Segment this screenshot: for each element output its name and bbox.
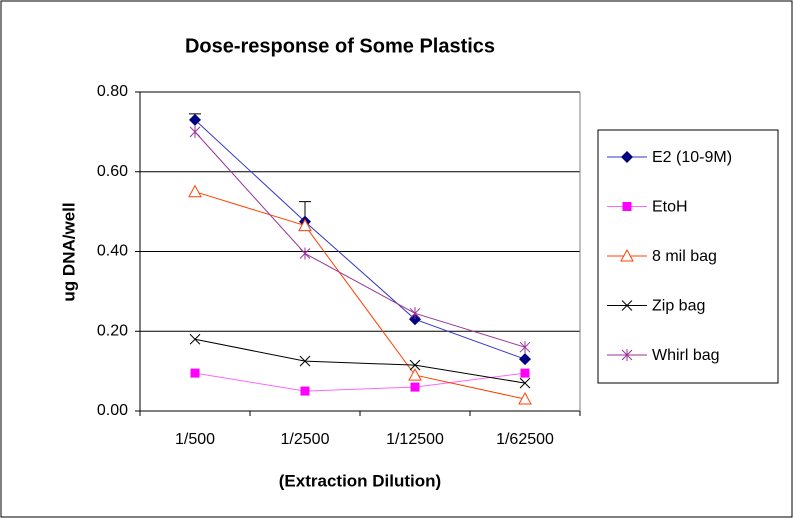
y-tick-label: 0.20: [97, 322, 128, 339]
x-tick-label: 1/2500: [281, 431, 330, 448]
y-tick-label: 0.40: [97, 243, 128, 260]
marker: [300, 386, 310, 396]
x-tick-label: 1/500: [175, 431, 215, 448]
y-tick-label: 0.60: [97, 163, 128, 180]
marker: [190, 368, 200, 378]
marker: [298, 218, 312, 232]
series-line: [194, 372, 526, 392]
marker: [518, 391, 532, 405]
marker: [409, 359, 421, 371]
marker: [299, 355, 311, 367]
marker: [189, 125, 201, 138]
y-axis-title: ug DNA/well: [59, 202, 78, 301]
marker: [621, 300, 633, 311]
legend-label: Whirl bag: [652, 347, 720, 364]
marker: [620, 248, 634, 262]
legend-label: E2 (10-9M): [652, 149, 732, 166]
legend-label: Zip bag: [652, 298, 705, 315]
x-axis-title: (Extraction Dilution): [279, 471, 441, 490]
x-tick-label: 1/12500: [386, 431, 444, 448]
legend-label: 8 mil bag: [652, 248, 717, 265]
series-line: [194, 191, 526, 400]
marker: [519, 353, 531, 366]
y-tick-label: 0.80: [97, 83, 128, 100]
marker: [188, 184, 202, 198]
legend-label: EtoH: [652, 199, 688, 216]
x-tick-label: 1/62500: [496, 431, 554, 448]
marker: [622, 202, 632, 211]
chart-title: Dose-response of Some Plastics: [185, 35, 495, 57]
series-line: [194, 131, 526, 348]
marker: [189, 113, 201, 126]
marker: [189, 333, 201, 345]
marker: [410, 382, 420, 392]
marker: [621, 151, 633, 163]
series-line: [194, 338, 526, 384]
marker: [408, 368, 422, 381]
marker: [519, 341, 531, 354]
marker: [520, 368, 530, 378]
marker: [519, 377, 531, 389]
marker: [409, 307, 421, 320]
series-line: [194, 119, 526, 360]
marker: [621, 349, 633, 361]
marker: [299, 247, 311, 260]
y-tick-label: 0.00: [97, 402, 128, 419]
